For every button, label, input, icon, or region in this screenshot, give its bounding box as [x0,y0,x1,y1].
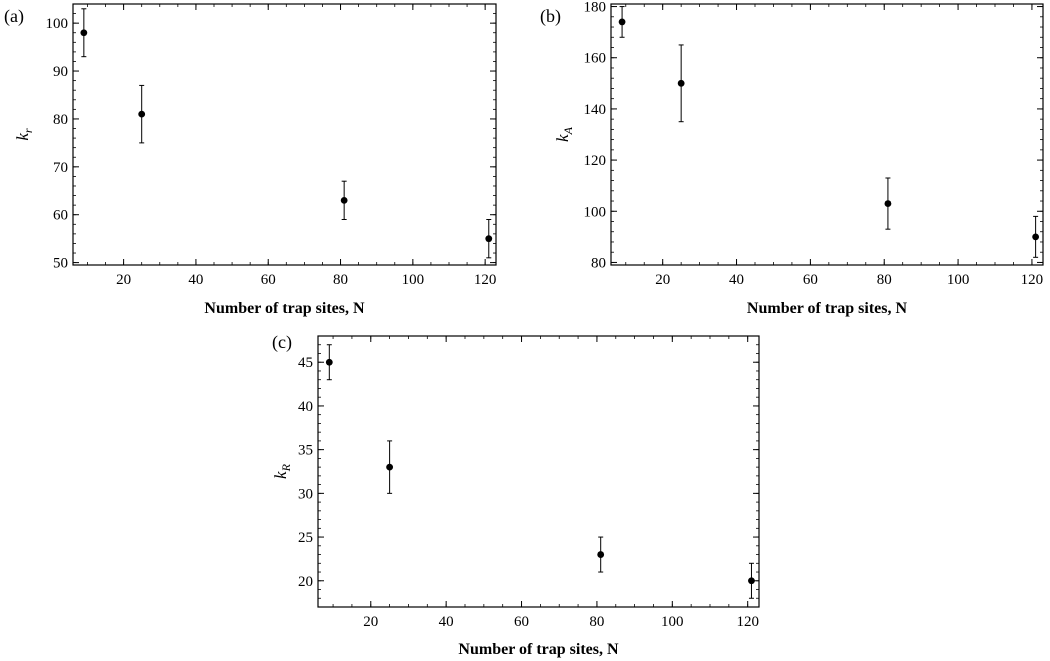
x-tick-label: 100 [402,272,425,288]
data-point [325,358,333,366]
y-tick-label: 80 [53,112,68,128]
x-tick-label: 60 [261,272,276,288]
x-tick-label: 80 [589,614,604,630]
data-point [597,551,605,558]
y-tick-label: 100 [46,16,69,32]
data-point [618,18,626,26]
x-axis-label: Number of trap sites, N [747,300,908,317]
data-point [80,29,88,37]
y-axis-label-main: k [13,133,32,141]
y-tick-label: 45 [298,355,313,371]
y-tick-label: 40 [298,399,313,415]
data-point [340,196,348,204]
x-tick-label: 80 [333,272,348,288]
y-tick-label: 140 [584,102,607,118]
y-axis-label-main: k [553,134,572,142]
x-tick-label: 80 [877,272,892,288]
y-axis-label: kA [553,126,575,142]
x-tick-label: 20 [116,272,131,288]
panel-label: (b) [540,6,561,27]
y-tick-label: 30 [298,486,313,502]
x-axis-label: Number of trap sites, N [458,641,619,658]
chart-panel-2: 20 40 60 80 100 120 80 100 120 140 160 180 (b) Number… [540,0,1044,317]
x-tick-label: 40 [439,614,454,630]
x-tick-label: 120 [736,614,759,630]
y-tick-label: 100 [584,204,607,220]
data-point [748,577,755,585]
y-axis-label-main: k [271,471,290,479]
data-point [386,463,394,471]
y-axis-label: kr [13,128,35,141]
y-tick-label: 90 [53,64,68,80]
data-point [677,79,685,87]
y-axis-label-sub: r [21,128,35,133]
plot-frame [72,3,497,266]
y-tick-label: 35 [298,443,313,459]
x-tick-label: 60 [803,272,818,288]
panel-label: (c) [272,332,292,353]
y-axis-label: kR [271,463,293,479]
x-tick-label: 20 [363,614,378,630]
x-tick-label: 120 [1021,272,1044,288]
x-tick-label: 40 [188,272,203,288]
x-tick-label: 60 [514,614,529,630]
plot-frame [610,3,1044,266]
y-tick-label: 70 [53,160,68,176]
panel-label: (a) [4,6,24,27]
y-tick-label: 180 [584,0,607,16]
y-tick-label: 80 [591,255,606,271]
y-tick-label: 120 [584,153,607,169]
data-point [1032,233,1040,241]
x-tick-label: 120 [474,272,497,288]
x-tick-label: 20 [655,272,670,288]
chart-panel-3: 20 40 60 80 100 120 20 25 30 35 40 45 (c) Number of t… [271,332,760,658]
y-axis-label-sub: A [561,126,575,135]
y-tick-label: 160 [584,51,607,67]
y-tick-label: 20 [298,574,313,590]
x-axis-label: Number of trap sites, N [204,300,365,317]
y-tick-label: 60 [53,208,68,224]
y-tick-label: 50 [53,256,68,272]
y-axis-label-sub: R [279,463,293,472]
y-tick-label: 25 [298,530,313,546]
x-tick-label: 100 [947,272,970,288]
data-point [485,235,493,243]
chart-panel-1: 20 40 60 80 100 120 50 60 70 80 90 100 (a) Number of … [4,3,497,317]
data-point [884,200,892,207]
plot-frame [317,335,760,608]
data-point [138,110,146,118]
x-tick-label: 100 [661,614,684,630]
x-tick-label: 40 [729,272,744,288]
